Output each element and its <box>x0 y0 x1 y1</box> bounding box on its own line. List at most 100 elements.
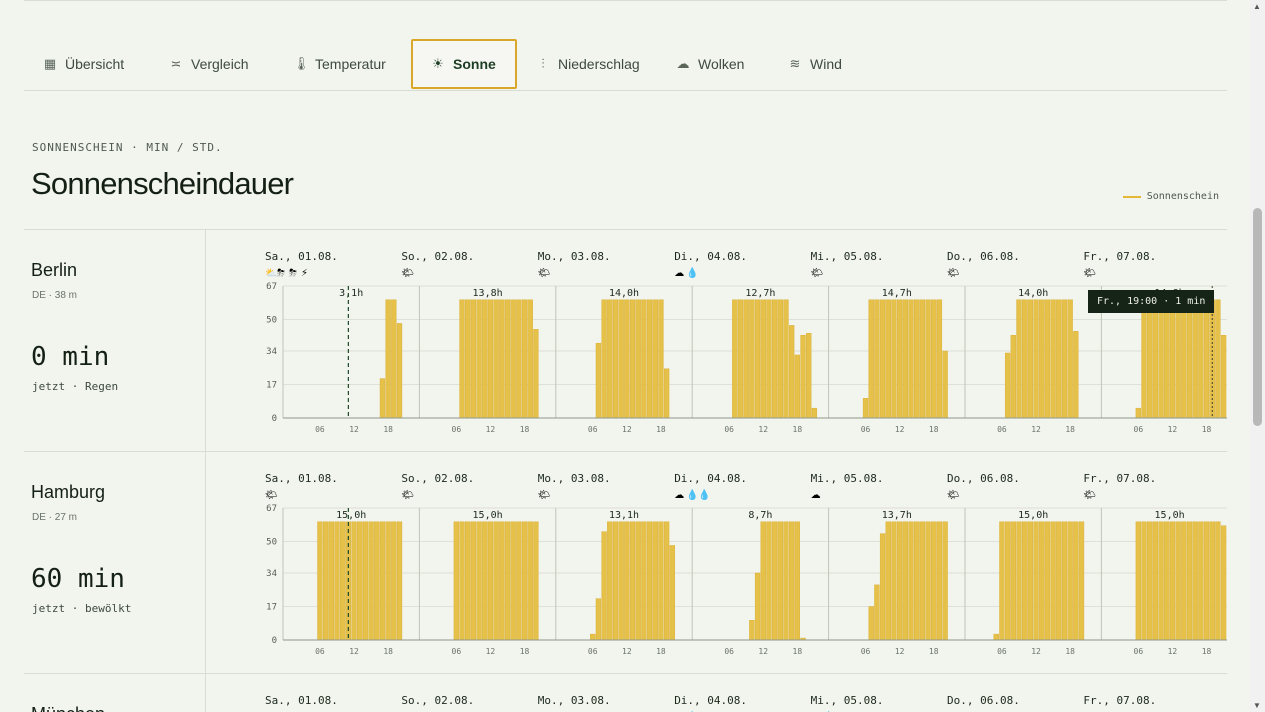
sunshine-bar <box>1215 521 1221 641</box>
sunshine-bar <box>771 521 778 641</box>
tab-temperature[interactable]: 🌡 Temperatur <box>293 39 386 89</box>
sunshine-bar <box>527 299 533 419</box>
day-label: Fr., 07.08. <box>1083 694 1156 707</box>
card-divider <box>1012 0 1013 1</box>
page-title: Sonnenscheindauer <box>31 166 294 201</box>
tab-sun[interactable]: ☀ Sonne <box>411 39 517 89</box>
x-tick-label: 06 <box>452 425 462 434</box>
precipitation-icon: ⫶ <box>541 56 545 71</box>
sunshine-bar <box>919 299 926 419</box>
compare-icon: ≍ <box>170 56 182 71</box>
thermometer-icon: 🌡 <box>293 56 310 71</box>
sunshine-bar <box>1073 521 1079 641</box>
sunshine-bar <box>1186 521 1193 641</box>
sunshine-bar <box>1198 521 1204 641</box>
sun-cloud-icon: 🌤 <box>811 267 824 279</box>
sunshine-bar <box>754 299 761 419</box>
x-tick-label: 06 <box>315 425 325 434</box>
city-row-berlin: Berlin DE · 38 m 0 min jetzt · Regen Sa.… <box>24 229 1227 452</box>
day-total-label: 13,8h <box>473 288 503 299</box>
sunshine-bar <box>453 521 459 641</box>
scroll-up-arrow-icon[interactable]: ▲ <box>1253 2 1261 11</box>
chart-tooltip: Fr., 19:00 · 1 min <box>1088 290 1215 313</box>
tab-label: Wolken <box>698 56 745 72</box>
sunshine-bar <box>783 521 789 641</box>
sunshine-bar <box>1022 521 1028 641</box>
x-tick-label: 12 <box>486 647 496 656</box>
sun-cloud-icon: 🌤 <box>947 267 960 279</box>
day-label: Mo., 03.08. <box>538 694 611 707</box>
sunshine-bar <box>891 299 897 419</box>
sunshine-bar <box>1220 525 1227 641</box>
sunshine-bar <box>1164 521 1170 641</box>
sunshine-bar <box>357 521 363 641</box>
sunshine-bar <box>732 299 738 419</box>
sunshine-bar <box>925 521 931 641</box>
sunshine-chart-muenchen[interactable]: Sa., 01.08.⛅⛈⚡So., 02.08.Mo., 03.08.🌤Di.… <box>231 674 1227 712</box>
sunshine-bar <box>874 584 880 641</box>
sunshine-bar <box>936 299 943 419</box>
x-tick-label: 06 <box>724 425 734 434</box>
current-sunshine-value: 0 min <box>31 342 110 372</box>
sunshine-bar <box>789 325 795 419</box>
sunshine-bar <box>476 299 482 419</box>
day-label: Fr., 07.08. <box>1083 250 1156 263</box>
scroll-down-arrow-icon[interactable]: ▼ <box>1253 701 1261 710</box>
sunshine-chart-hamburg[interactable]: Sa., 01.08. 🌤 So., 02.08. 🌤 Mo., 03.08. 🌤 Di.,… <box>231 452 1227 674</box>
sunshine-bar <box>1067 299 1073 419</box>
sunshine-bar <box>1181 521 1187 641</box>
sunshine-bar <box>1147 299 1153 419</box>
sunshine-bar <box>470 299 477 419</box>
day-label: So., 02.08. <box>401 694 474 707</box>
day-label: Sa., 01.08. <box>265 250 338 263</box>
tab-compare[interactable]: ≍ Vergleich <box>169 39 249 89</box>
sunshine-bar <box>914 299 920 419</box>
day-total-label: 8,7h <box>748 510 772 521</box>
sunshine-bar <box>891 521 897 641</box>
sunshine-bar <box>1203 299 1210 419</box>
cloud-icon: ☁ <box>674 268 684 279</box>
chart-legend: Sonnenschein <box>1122 191 1219 202</box>
day-total-label: 15,0h <box>336 510 366 521</box>
scrollbar-thumb[interactable] <box>1253 208 1262 426</box>
sunshine-bar <box>396 323 403 419</box>
sunshine-bar <box>465 521 471 641</box>
sunshine-bar <box>624 299 630 419</box>
sunshine-bar <box>317 521 323 641</box>
drop-icon: 💧 <box>698 488 710 501</box>
tab-precipitation[interactable]: ⫶ Niederschlag <box>536 39 639 89</box>
x-tick-label: 06 <box>315 647 325 656</box>
sunshine-bar <box>1010 521 1016 641</box>
x-tick-label: 12 <box>895 425 905 434</box>
sunshine-bar <box>334 521 340 641</box>
sunshine-bar <box>919 521 926 641</box>
sun-cloud-icon: 🌤 <box>265 489 278 501</box>
sunshine-bar <box>516 299 522 419</box>
day-total-label: 12,7h <box>745 288 775 299</box>
sunshine-bar <box>618 521 624 641</box>
sunshine-bar <box>1073 331 1079 419</box>
page-scrollbar[interactable]: ▲ ▼ <box>1250 0 1265 712</box>
x-tick-label: 12 <box>1168 647 1178 656</box>
sunshine-bar <box>908 299 914 419</box>
tab-wind[interactable]: ≋ Wind <box>788 39 842 89</box>
y-tick-label: 0 <box>272 414 277 424</box>
x-tick-label: 18 <box>656 425 666 434</box>
sunshine-bar <box>459 299 465 419</box>
x-tick-label: 06 <box>861 647 871 656</box>
sunshine-bar <box>902 521 908 641</box>
sunshine-bar <box>533 521 539 641</box>
day-label: Mi., 05.08. <box>811 472 884 485</box>
sunshine-chart-berlin[interactable]: Sa., 01.08.⛅ ⛈ ⛈ ⚡So., 02.08.🌤Mo., 03.08.🌤D… <box>231 230 1227 452</box>
cloud-icon: ☁ <box>811 490 821 501</box>
x-tick-label: 06 <box>1134 647 1144 656</box>
tab-overview[interactable]: ▦ Übersicht <box>43 39 124 89</box>
tab-clouds[interactable]: ☁ Wolken <box>676 39 745 89</box>
sunshine-bar <box>914 521 920 641</box>
sunshine-bar <box>663 521 670 641</box>
sunshine-bar <box>1039 521 1045 641</box>
sunshine-bar <box>612 521 619 641</box>
city-meta: DE · 27 m <box>32 512 78 523</box>
day-total-label: 13,1h <box>609 510 639 521</box>
tab-label: Wind <box>810 56 842 72</box>
